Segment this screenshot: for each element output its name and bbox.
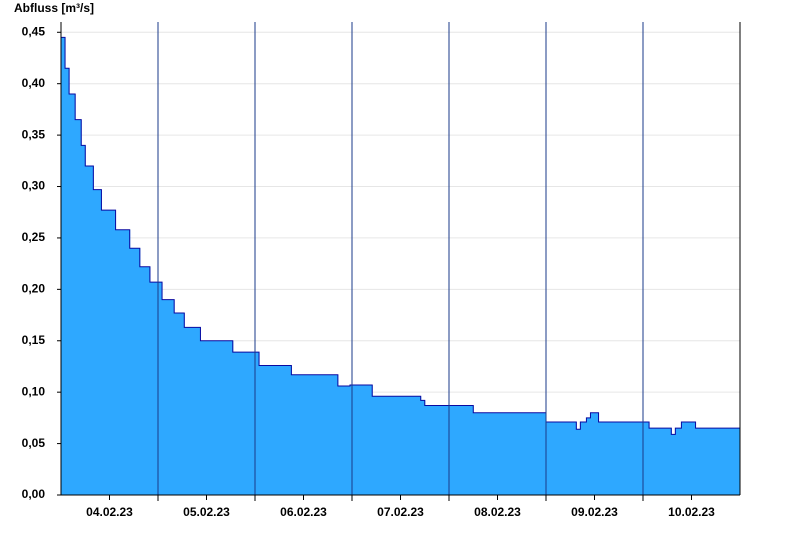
x-tick-label: 05.02.23 — [183, 505, 230, 519]
area-step — [81, 145, 86, 496]
y-tick-label: 0,05 — [22, 436, 46, 450]
x-tick-label: 04.02.23 — [86, 505, 133, 519]
y-tick-label: 0,20 — [22, 282, 46, 296]
area-step — [546, 421, 577, 495]
x-tick-label: 08.02.23 — [474, 505, 521, 519]
area-step — [115, 229, 131, 496]
area-step — [372, 396, 422, 495]
y-tick-label: 0,00 — [22, 487, 46, 501]
area-step — [598, 421, 650, 495]
area-step — [337, 386, 351, 495]
area-step — [675, 428, 682, 495]
x-tick-label: 09.02.23 — [571, 505, 618, 519]
area-step — [85, 165, 94, 495]
area-step — [580, 421, 587, 495]
area-step — [184, 327, 201, 495]
area-step — [93, 189, 102, 496]
x-tick-label: 07.02.23 — [377, 505, 424, 519]
area-step — [129, 248, 141, 495]
y-tick-label: 0,10 — [22, 384, 46, 398]
y-tick-label: 0,45 — [22, 24, 46, 38]
area-step — [75, 119, 82, 495]
area-step — [590, 412, 600, 495]
y-tick-label: 0,15 — [22, 333, 46, 347]
area-step — [101, 210, 117, 495]
area-step — [349, 384, 373, 495]
area-step — [681, 421, 697, 495]
area-step — [671, 434, 676, 495]
area-step — [232, 352, 260, 495]
area-step — [420, 400, 426, 495]
y-tick-label: 0,30 — [22, 179, 46, 193]
area-step — [586, 417, 591, 495]
y-tick-label: 0,35 — [22, 127, 46, 141]
area-step — [61, 37, 66, 495]
x-tick-label: 10.02.23 — [668, 505, 715, 519]
step-line — [61, 36, 740, 435]
area-step — [149, 282, 163, 495]
area-step — [576, 429, 581, 495]
area-step — [200, 340, 234, 495]
chart-title: Abfluss [m³/s] — [14, 1, 94, 15]
area-step — [291, 374, 339, 495]
area-step — [473, 412, 547, 495]
area-step — [162, 299, 175, 495]
y-tick-label: 0,40 — [22, 76, 46, 90]
area-step — [695, 428, 741, 495]
area-step — [139, 266, 151, 495]
area-step — [174, 312, 185, 495]
area-step — [649, 428, 672, 495]
x-tick-label: 06.02.23 — [280, 505, 327, 519]
area-step — [69, 93, 76, 495]
y-tick-label: 0,25 — [22, 230, 46, 244]
area-step — [65, 68, 70, 496]
area-step — [259, 365, 292, 495]
